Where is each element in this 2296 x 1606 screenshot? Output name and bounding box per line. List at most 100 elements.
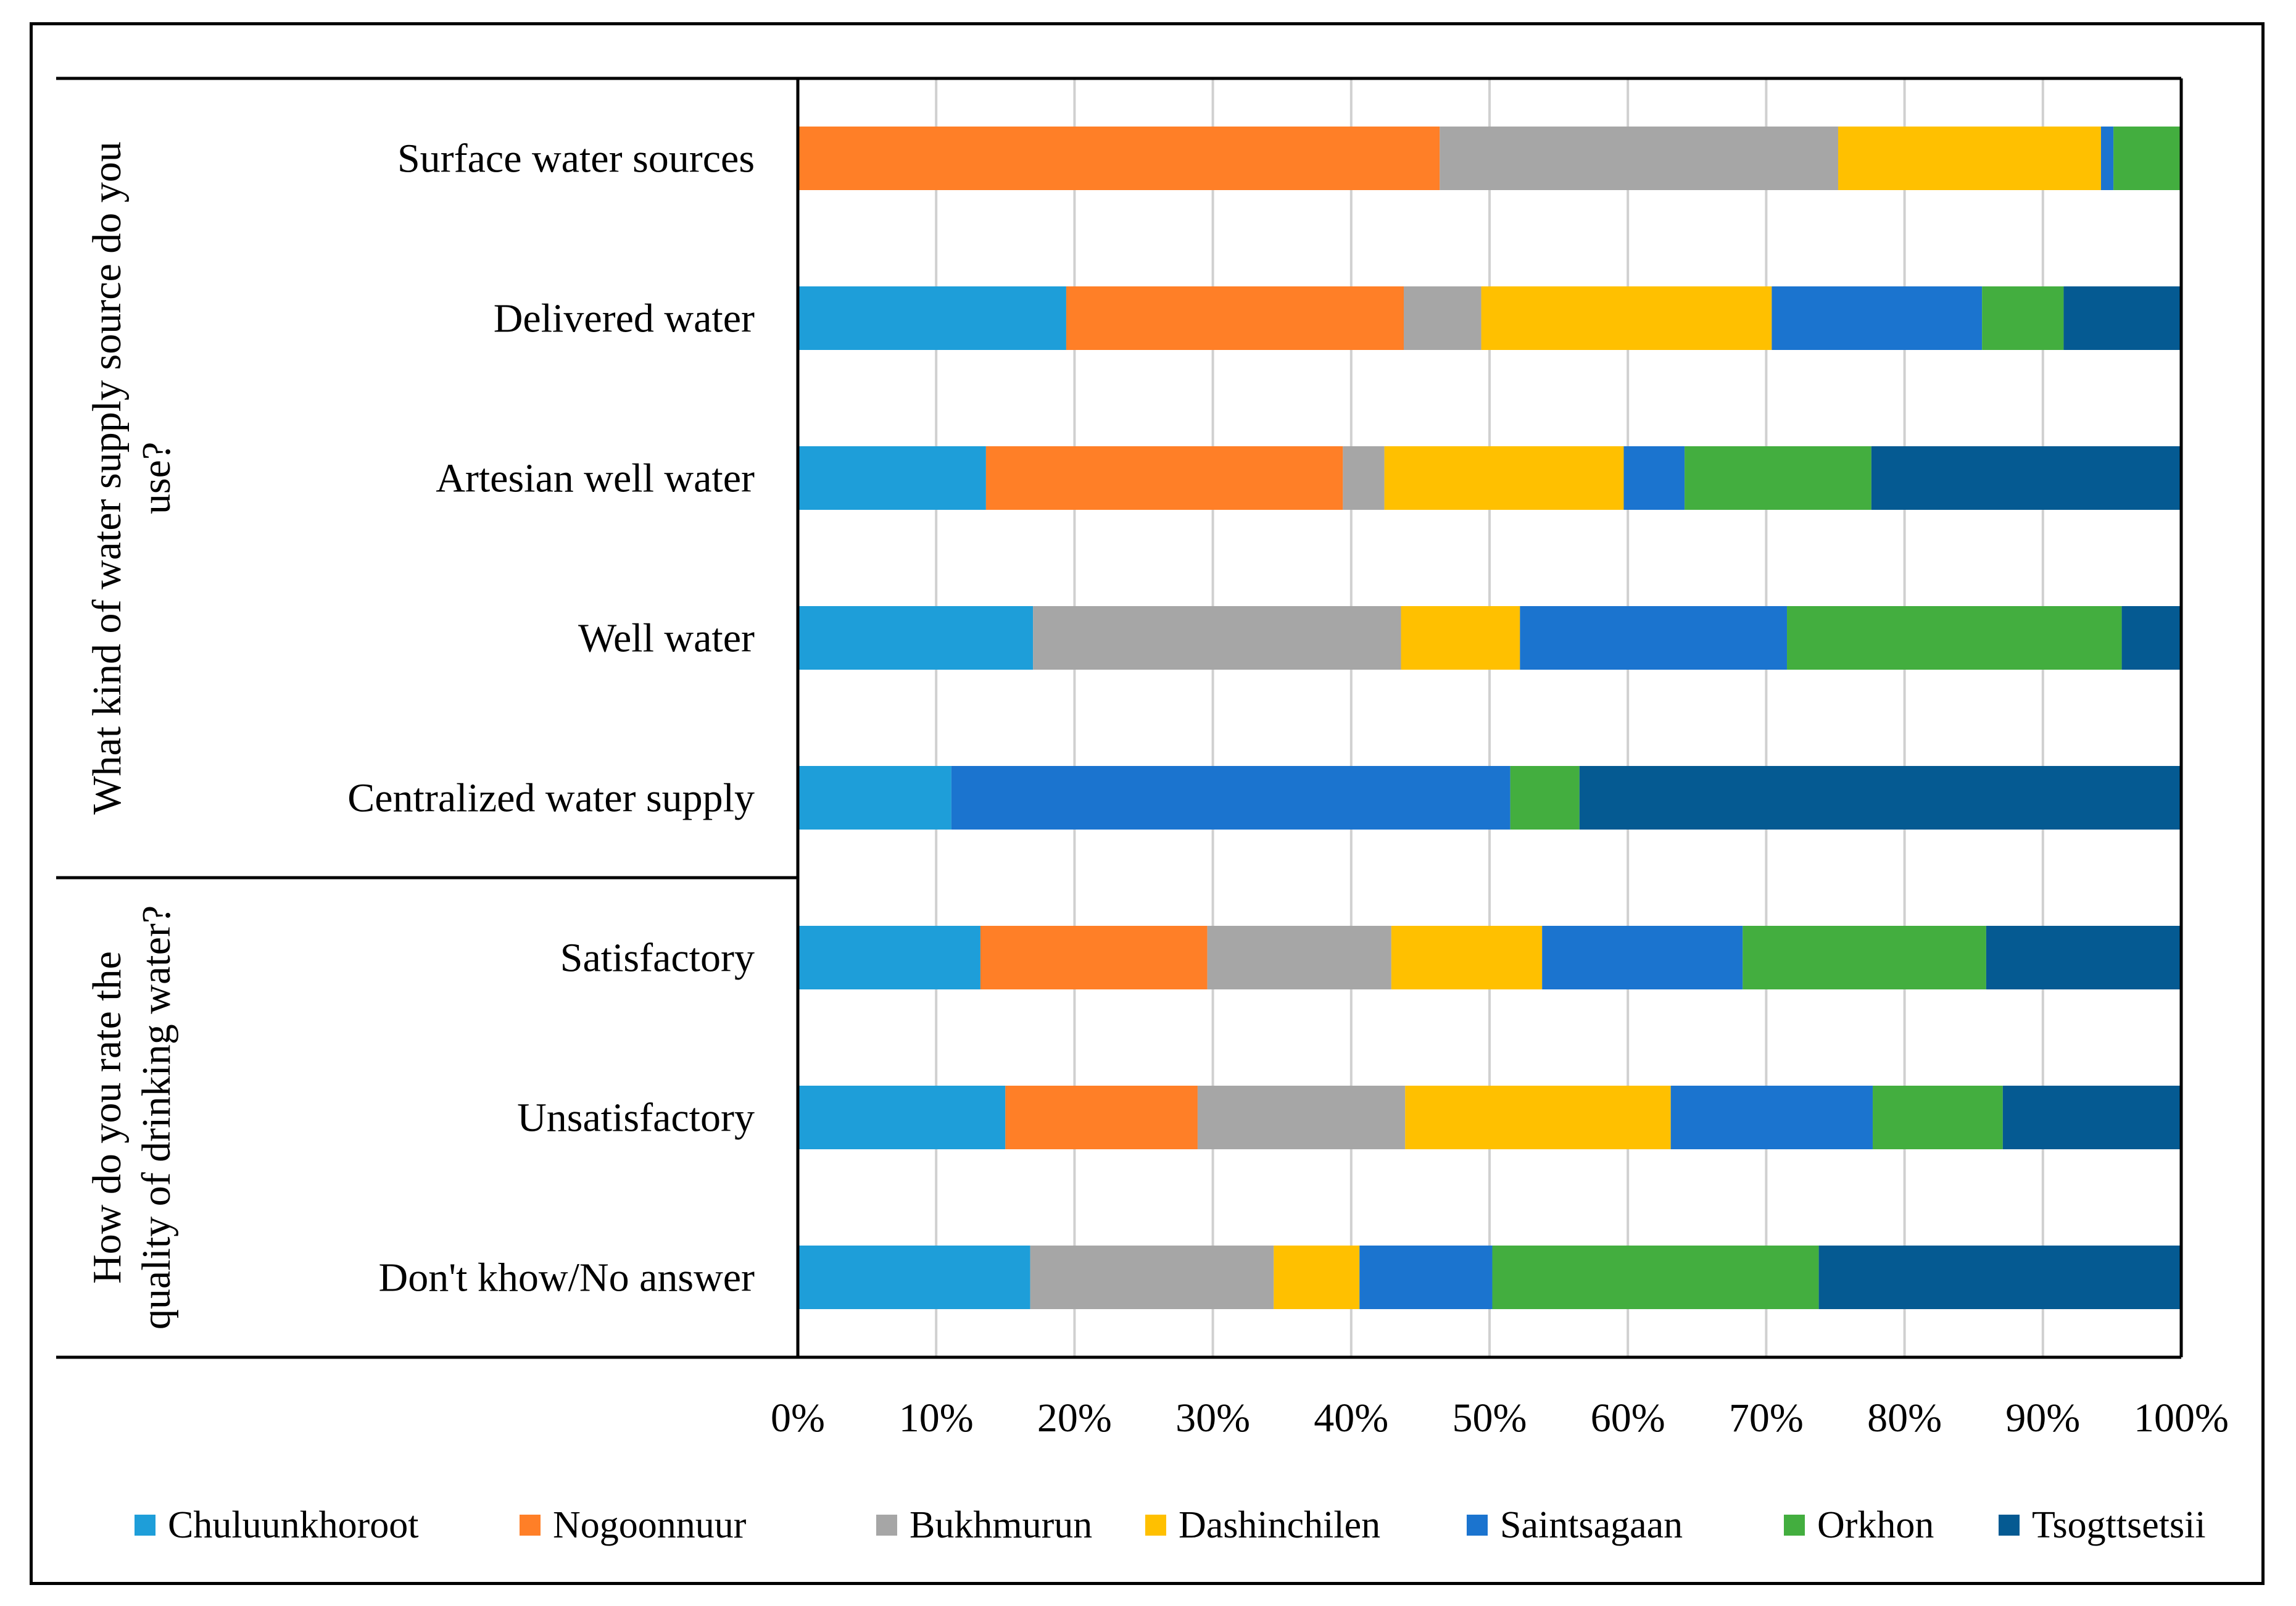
x-axis-ticks: 0% 10% 20% 30% 40% 50% 60% 70% 80% 90% 100% [771, 1396, 2229, 1441]
category-label: Artesian well water [436, 456, 755, 501]
group-labels: What kind of water supply source do you u… [85, 141, 179, 1329]
legend-label: Dashinchilen [1179, 1504, 1380, 1546]
bar-segment-orkhon [1787, 606, 2122, 670]
bar-segment-orkhon [2113, 127, 2181, 190]
bar-segment-chuluunkhoroot [798, 1086, 1006, 1149]
bar-segment-bukhmurun [1207, 926, 1391, 989]
bar-segment-dashinchilen [1274, 1246, 1360, 1309]
category-label: Centralized water supply [347, 776, 755, 821]
legend-item: Orkhon [1784, 1504, 1934, 1546]
category-label: Well water [578, 616, 755, 661]
legend-item: Nogoonnuur [520, 1504, 747, 1546]
bar-segment-nogoonnuur [985, 446, 1343, 510]
legend-item: Dashinchilen [1145, 1504, 1380, 1546]
bar-segment-tsogttsetsii [2121, 606, 2181, 670]
legend-swatch [1999, 1515, 2020, 1536]
legend-item: Tsogttsetsii [1999, 1504, 2206, 1546]
bar-segment-chuluunkhoroot [798, 766, 951, 830]
x-tick-label: 90% [2005, 1396, 2080, 1441]
legend-swatch [520, 1515, 541, 1536]
bar-segment-saintsagaan [1670, 1086, 1873, 1149]
x-tick-label: 70% [1729, 1396, 1804, 1441]
group-label: What kind of water supply source do you u… [85, 141, 179, 815]
bar-segments [798, 127, 2181, 1309]
legend-item: Saintsagaan [1467, 1504, 1683, 1546]
bar-segment-bukhmurun [1403, 286, 1482, 350]
bar-segment-tsogttsetsii [1986, 926, 2181, 989]
bar-segment-saintsagaan [1359, 1246, 1493, 1309]
bar-segment-bukhmurun [1030, 1246, 1274, 1309]
bar-segment-chuluunkhoroot [798, 286, 1066, 350]
bar-segment-orkhon [1510, 766, 1580, 830]
bar-segment-saintsagaan [1520, 606, 1788, 670]
bar-segment-saintsagaan [1542, 926, 1743, 989]
legend-label: Chuluunkhoroot [168, 1504, 418, 1546]
bar-segment-orkhon [1743, 926, 1986, 989]
bar-segment-dashinchilen [1481, 286, 1772, 350]
bar-segment-chuluunkhoroot [798, 1246, 1030, 1309]
stacked-bar-chart: Surface water sources Delivered water Arte… [56, 77, 2229, 1546]
category-label: Delivered water [494, 296, 755, 341]
legend-label: Orkhon [1817, 1504, 1934, 1546]
legend-swatch [1784, 1515, 1805, 1536]
bar-segment-tsogttsetsii [1818, 1246, 2181, 1309]
table-lines [56, 77, 2183, 1359]
bar-segment-orkhon [1873, 1086, 2003, 1149]
bar-segment-bukhmurun [1033, 606, 1401, 670]
x-tick-label: 20% [1037, 1396, 1112, 1441]
x-tick-label: 10% [899, 1396, 974, 1441]
legend-swatch [876, 1515, 897, 1536]
category-labels: Surface water sources Delivered water Arte… [347, 136, 755, 1300]
x-tick-label: 100% [2134, 1396, 2229, 1441]
legend-label: Tsogttsetsii [2032, 1504, 2206, 1546]
bar-segment-chuluunkhoroot [798, 606, 1034, 670]
bar-segment-saintsagaan [1772, 286, 1983, 350]
bar-segment-nogoonnuur [1005, 1086, 1198, 1149]
x-tick-label: 80% [1867, 1396, 1942, 1441]
bar-segment-nogoonnuur [980, 926, 1208, 989]
legend-label: Bukhmurun [910, 1504, 1092, 1546]
x-tick-label: 50% [1453, 1396, 1527, 1441]
bar-segment-saintsagaan [951, 766, 1511, 830]
legend-item: Bukhmurun [876, 1504, 1092, 1546]
group-label: How do you rate the quality of drinking w… [85, 905, 179, 1329]
bar-segment-tsogttsetsii [1871, 446, 2181, 510]
legend-swatch [135, 1515, 155, 1536]
bar-segment-orkhon [1982, 286, 2064, 350]
bar-segment-bukhmurun [1343, 446, 1385, 510]
bar-segment-chuluunkhoroot [798, 926, 980, 989]
x-tick-label: 40% [1314, 1396, 1388, 1441]
bar-segment-dashinchilen [1384, 446, 1624, 510]
bar-segment-dashinchilen [1401, 606, 1520, 670]
bar-segment-bukhmurun [1440, 127, 1838, 190]
figure-frame: Surface water sources Delivered water Arte… [30, 22, 2265, 1585]
bar-segment-tsogttsetsii [1579, 766, 2181, 830]
bar-segment-tsogttsetsii [2002, 1086, 2181, 1149]
bar-segment-nogoonnuur [798, 127, 1440, 190]
category-label: Don't khow/No answer [379, 1255, 755, 1300]
x-tick-label: 0% [771, 1396, 825, 1441]
bar-segment-dashinchilen [1391, 926, 1543, 989]
legend-label: Saintsagaan [1500, 1504, 1683, 1546]
category-label: Satisfactory [560, 936, 755, 981]
category-label: Surface water sources [397, 136, 755, 181]
bar-segment-bukhmurun [1197, 1086, 1406, 1149]
bar-segment-tsogttsetsii [2063, 286, 2181, 350]
legend-swatch [1467, 1515, 1488, 1536]
bar-segment-chuluunkhoroot [798, 446, 986, 510]
bar-segment-orkhon [1492, 1246, 1819, 1309]
legend-swatch [1145, 1515, 1166, 1536]
category-label: Unsatisfactory [517, 1096, 755, 1141]
gridlines [935, 78, 2182, 1357]
x-tick-label: 30% [1175, 1396, 1250, 1441]
bar-segment-nogoonnuur [1066, 286, 1404, 350]
legend-item: Chuluunkhoroot [135, 1504, 418, 1546]
legend-label: Nogoonnuur [553, 1504, 747, 1546]
bar-segment-orkhon [1685, 446, 1871, 510]
x-tick-label: 60% [1591, 1396, 1665, 1441]
legend: Chuluunkhoroot Nogoonnuur Bukhmurun Dashinc… [135, 1504, 2206, 1546]
bar-segment-saintsagaan [1623, 446, 1685, 510]
bar-segment-dashinchilen [1405, 1086, 1671, 1149]
bar-segment-dashinchilen [1838, 127, 2101, 190]
bar-segment-saintsagaan [2100, 127, 2114, 190]
